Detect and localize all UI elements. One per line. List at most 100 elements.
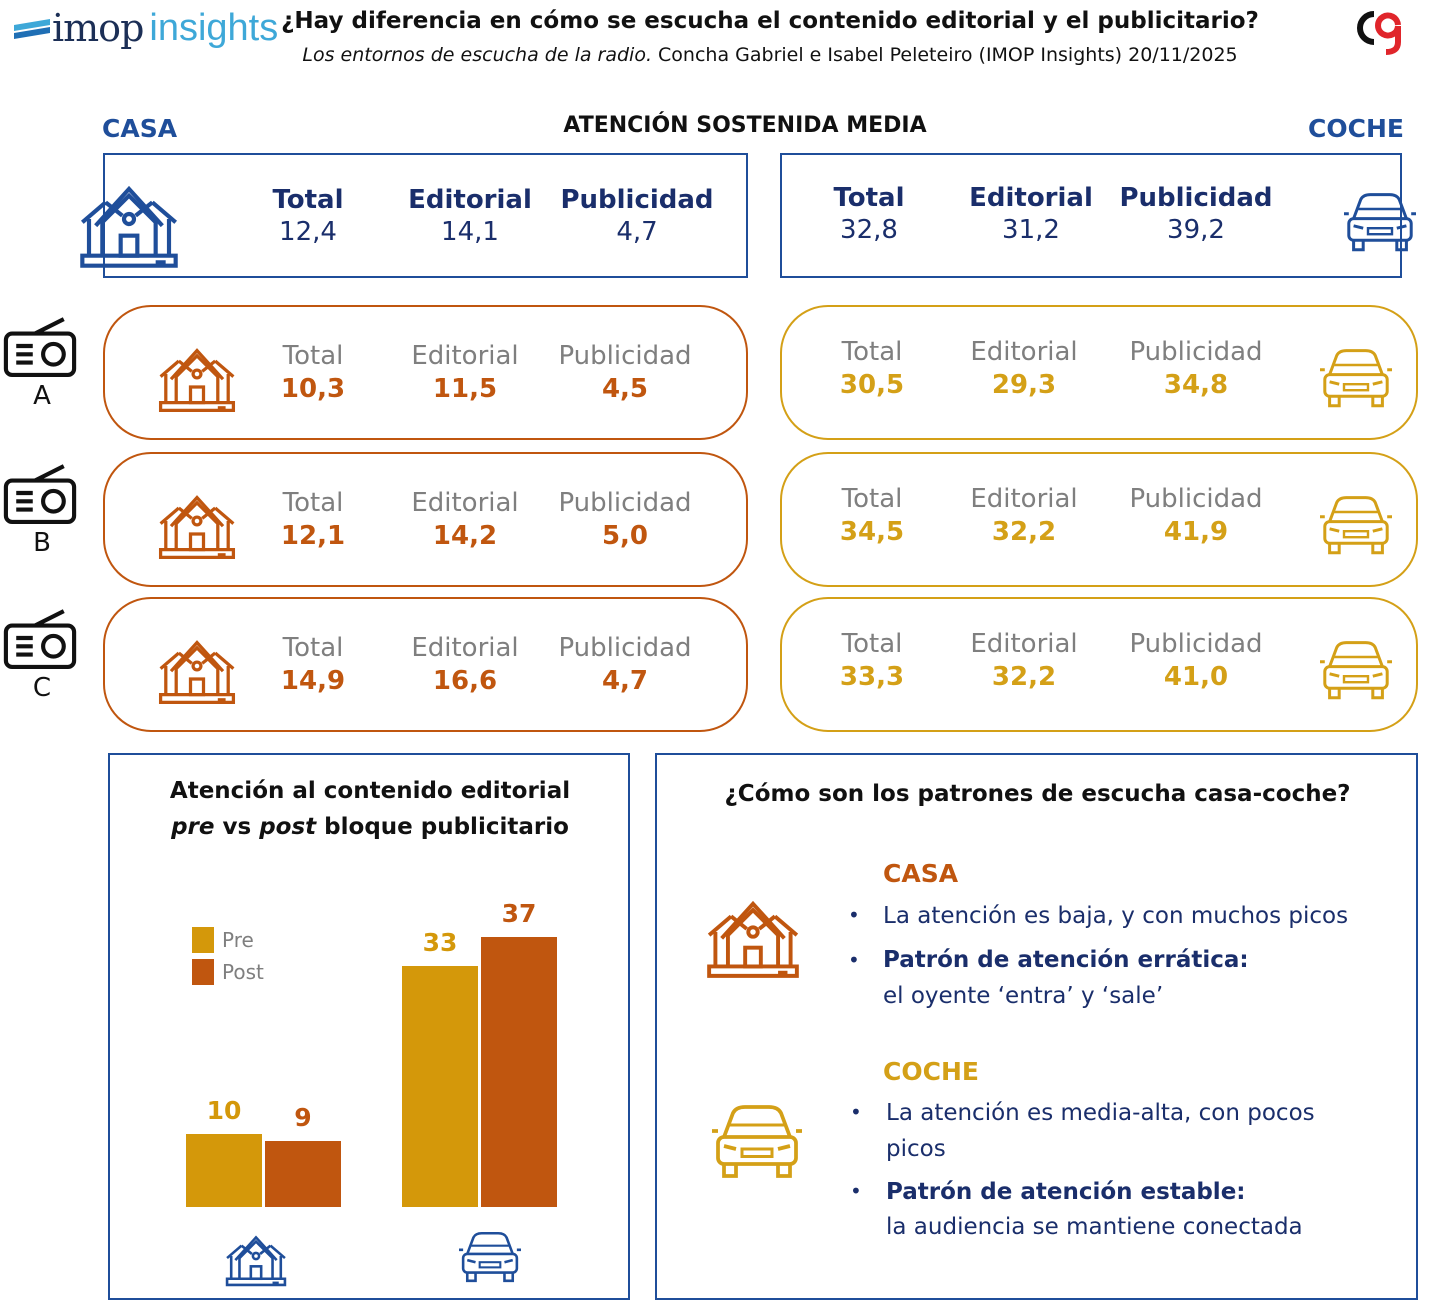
value-publicidad: 41,0 xyxy=(1163,662,1229,692)
patterns-casa-bullet2-bold: Patrón de atención errática: xyxy=(883,947,1249,973)
value-editorial: 32,2 xyxy=(991,517,1057,547)
imop-logo: imop insights xyxy=(12,6,278,50)
label-publicidad: Publicidad xyxy=(1129,337,1263,367)
label-editorial: Editorial xyxy=(411,488,519,518)
label-editorial: Editorial xyxy=(970,629,1078,659)
station-coche-publicidad: Publicidad 41,0 xyxy=(1116,629,1276,692)
page-title: ¿Hay diferencia en cómo se escucha el co… xyxy=(281,8,1259,34)
bar-value-label: 37 xyxy=(501,899,537,928)
chart-title-post: post xyxy=(259,814,317,840)
radio-icon xyxy=(2,607,78,669)
coche-header: COCHE xyxy=(1308,114,1404,143)
legend-post: Post xyxy=(192,959,264,985)
legend-post-label: Post xyxy=(222,960,264,984)
label-total: Total xyxy=(833,183,905,213)
chart-coche-icon xyxy=(457,1231,523,1283)
station-casa-publicidad: Publicidad 5,0 xyxy=(545,488,705,551)
value-publicidad: 34,8 xyxy=(1163,370,1229,400)
label-editorial: Editorial xyxy=(970,337,1078,367)
label-publicidad: Publicidad xyxy=(1129,484,1263,514)
bar-value-label: 33 xyxy=(422,928,458,958)
value-publicidad: 41,9 xyxy=(1163,517,1229,547)
house-icon xyxy=(158,495,236,560)
station-coche-editorial: Editorial 29,3 xyxy=(944,337,1104,400)
station-coche-editorial: Editorial 32,2 xyxy=(944,484,1104,547)
patterns-panel: ¿Cómo son los patrones de escucha casa-c… xyxy=(655,753,1418,1300)
value-editorial: 11,5 xyxy=(432,374,498,404)
value-publicidad: 4,7 xyxy=(616,217,658,247)
house-icon xyxy=(158,640,236,705)
bar-value-label: 9 xyxy=(294,1103,312,1133)
brand-icon xyxy=(1357,11,1401,55)
station-coche-publicidad: Publicidad 41,9 xyxy=(1116,484,1276,547)
logo-accent-text: insights xyxy=(149,6,279,49)
station-casa-box: Total 10,3 Editorial 11,5 Publicidad 4,5 xyxy=(103,305,748,440)
station-casa-editorial: Editorial 16,6 xyxy=(385,633,545,696)
patterns-casa-bullet2-rest: el oyente ‘entra’ y ‘sale’ xyxy=(883,983,1164,1009)
car-icon xyxy=(1342,193,1418,252)
page-subtitle: Los entornos de escucha de la radio. Con… xyxy=(250,44,1290,66)
legend-post-swatch xyxy=(192,959,214,985)
summary-casa-editorial: Editorial 14,1 xyxy=(395,185,545,247)
summary-coche-publicidad: Publicidad 39,2 xyxy=(1116,183,1276,245)
legend-pre-label: Pre xyxy=(222,928,254,952)
station-letter: C xyxy=(32,673,52,703)
bar-post-casa xyxy=(265,1141,341,1207)
label-total: Total xyxy=(282,633,344,663)
station-coche-publicidad: Publicidad 34,8 xyxy=(1116,337,1276,400)
label-publicidad: Publicidad xyxy=(1129,629,1263,659)
value-editorial: 16,6 xyxy=(432,666,498,696)
label-total: Total xyxy=(282,341,344,371)
station-casa-publicidad: Publicidad 4,5 xyxy=(545,341,705,404)
value-editorial: 14,2 xyxy=(432,521,498,551)
value-editorial: 14,1 xyxy=(441,217,499,247)
chart-title-vs: vs xyxy=(214,814,260,840)
label-publicidad: Publicidad xyxy=(560,185,714,215)
station-casa-total: Total 10,3 xyxy=(233,341,393,404)
station-casa-total: Total 12,1 xyxy=(233,488,393,551)
label-total: Total xyxy=(272,185,344,215)
summary-casa-publicidad: Publicidad 4,7 xyxy=(557,185,717,247)
chart-title-pre: pre xyxy=(171,814,215,840)
bullet-icon: • xyxy=(850,1100,862,1124)
legend-pre: Pre xyxy=(192,927,254,953)
summary-coche-total: Total 32,8 xyxy=(794,183,944,245)
bullet-icon: • xyxy=(848,903,860,927)
chart-title-rest: bloque publicitario xyxy=(316,814,569,840)
value-publicidad: 4,7 xyxy=(601,666,649,696)
station-casa-editorial: Editorial 11,5 xyxy=(385,341,545,404)
house-icon xyxy=(158,348,236,413)
section-title: ATENCIÓN SOSTENIDA MEDIA xyxy=(563,113,927,138)
value-total: 33,3 xyxy=(839,662,905,692)
label-publicidad: Publicidad xyxy=(558,341,692,371)
label-editorial: Editorial xyxy=(408,185,532,215)
value-total: 34,5 xyxy=(839,517,905,547)
label-editorial: Editorial xyxy=(411,341,519,371)
value-editorial: 31,2 xyxy=(1002,215,1060,245)
chart-bars: 10 9 33 37 xyxy=(110,755,630,1300)
subtitle-rest: Concha Gabriel e Isabel Peleteiro (IMOP … xyxy=(652,44,1238,66)
chart-casa-icon xyxy=(225,1236,287,1287)
bar-value-label: 10 xyxy=(206,1096,242,1126)
patterns-casa-heading: CASA xyxy=(883,859,959,888)
station-letter: B xyxy=(33,528,51,558)
value-publicidad: 39,2 xyxy=(1167,215,1225,245)
label-total: Total xyxy=(841,484,903,514)
station-coche-total: Total 34,5 xyxy=(792,484,952,547)
station-casa-total: Total 14,9 xyxy=(233,633,393,696)
label-editorial: Editorial xyxy=(970,484,1078,514)
value-total: 12,4 xyxy=(279,217,337,247)
station-coche-total: Total 30,5 xyxy=(792,337,952,400)
label-editorial: Editorial xyxy=(969,183,1093,213)
label-editorial: Editorial xyxy=(411,633,519,663)
summary-casa-box: Total 12,4 Editorial 14,1 Publicidad 4,7 xyxy=(103,153,748,278)
summary-casa-total: Total 12,4 xyxy=(233,185,383,247)
station-radio-c: C xyxy=(2,607,78,703)
subtitle-italic: Los entornos de escucha de la radio. xyxy=(302,44,652,66)
label-publicidad: Publicidad xyxy=(558,488,692,518)
value-total: 30,5 xyxy=(839,370,905,400)
label-total: Total xyxy=(841,629,903,659)
patterns-coche-bullet2-rest: la audiencia se mantiene conectada xyxy=(886,1214,1303,1240)
station-coche-total: Total 33,3 xyxy=(792,629,952,692)
car-icon xyxy=(1318,349,1394,408)
